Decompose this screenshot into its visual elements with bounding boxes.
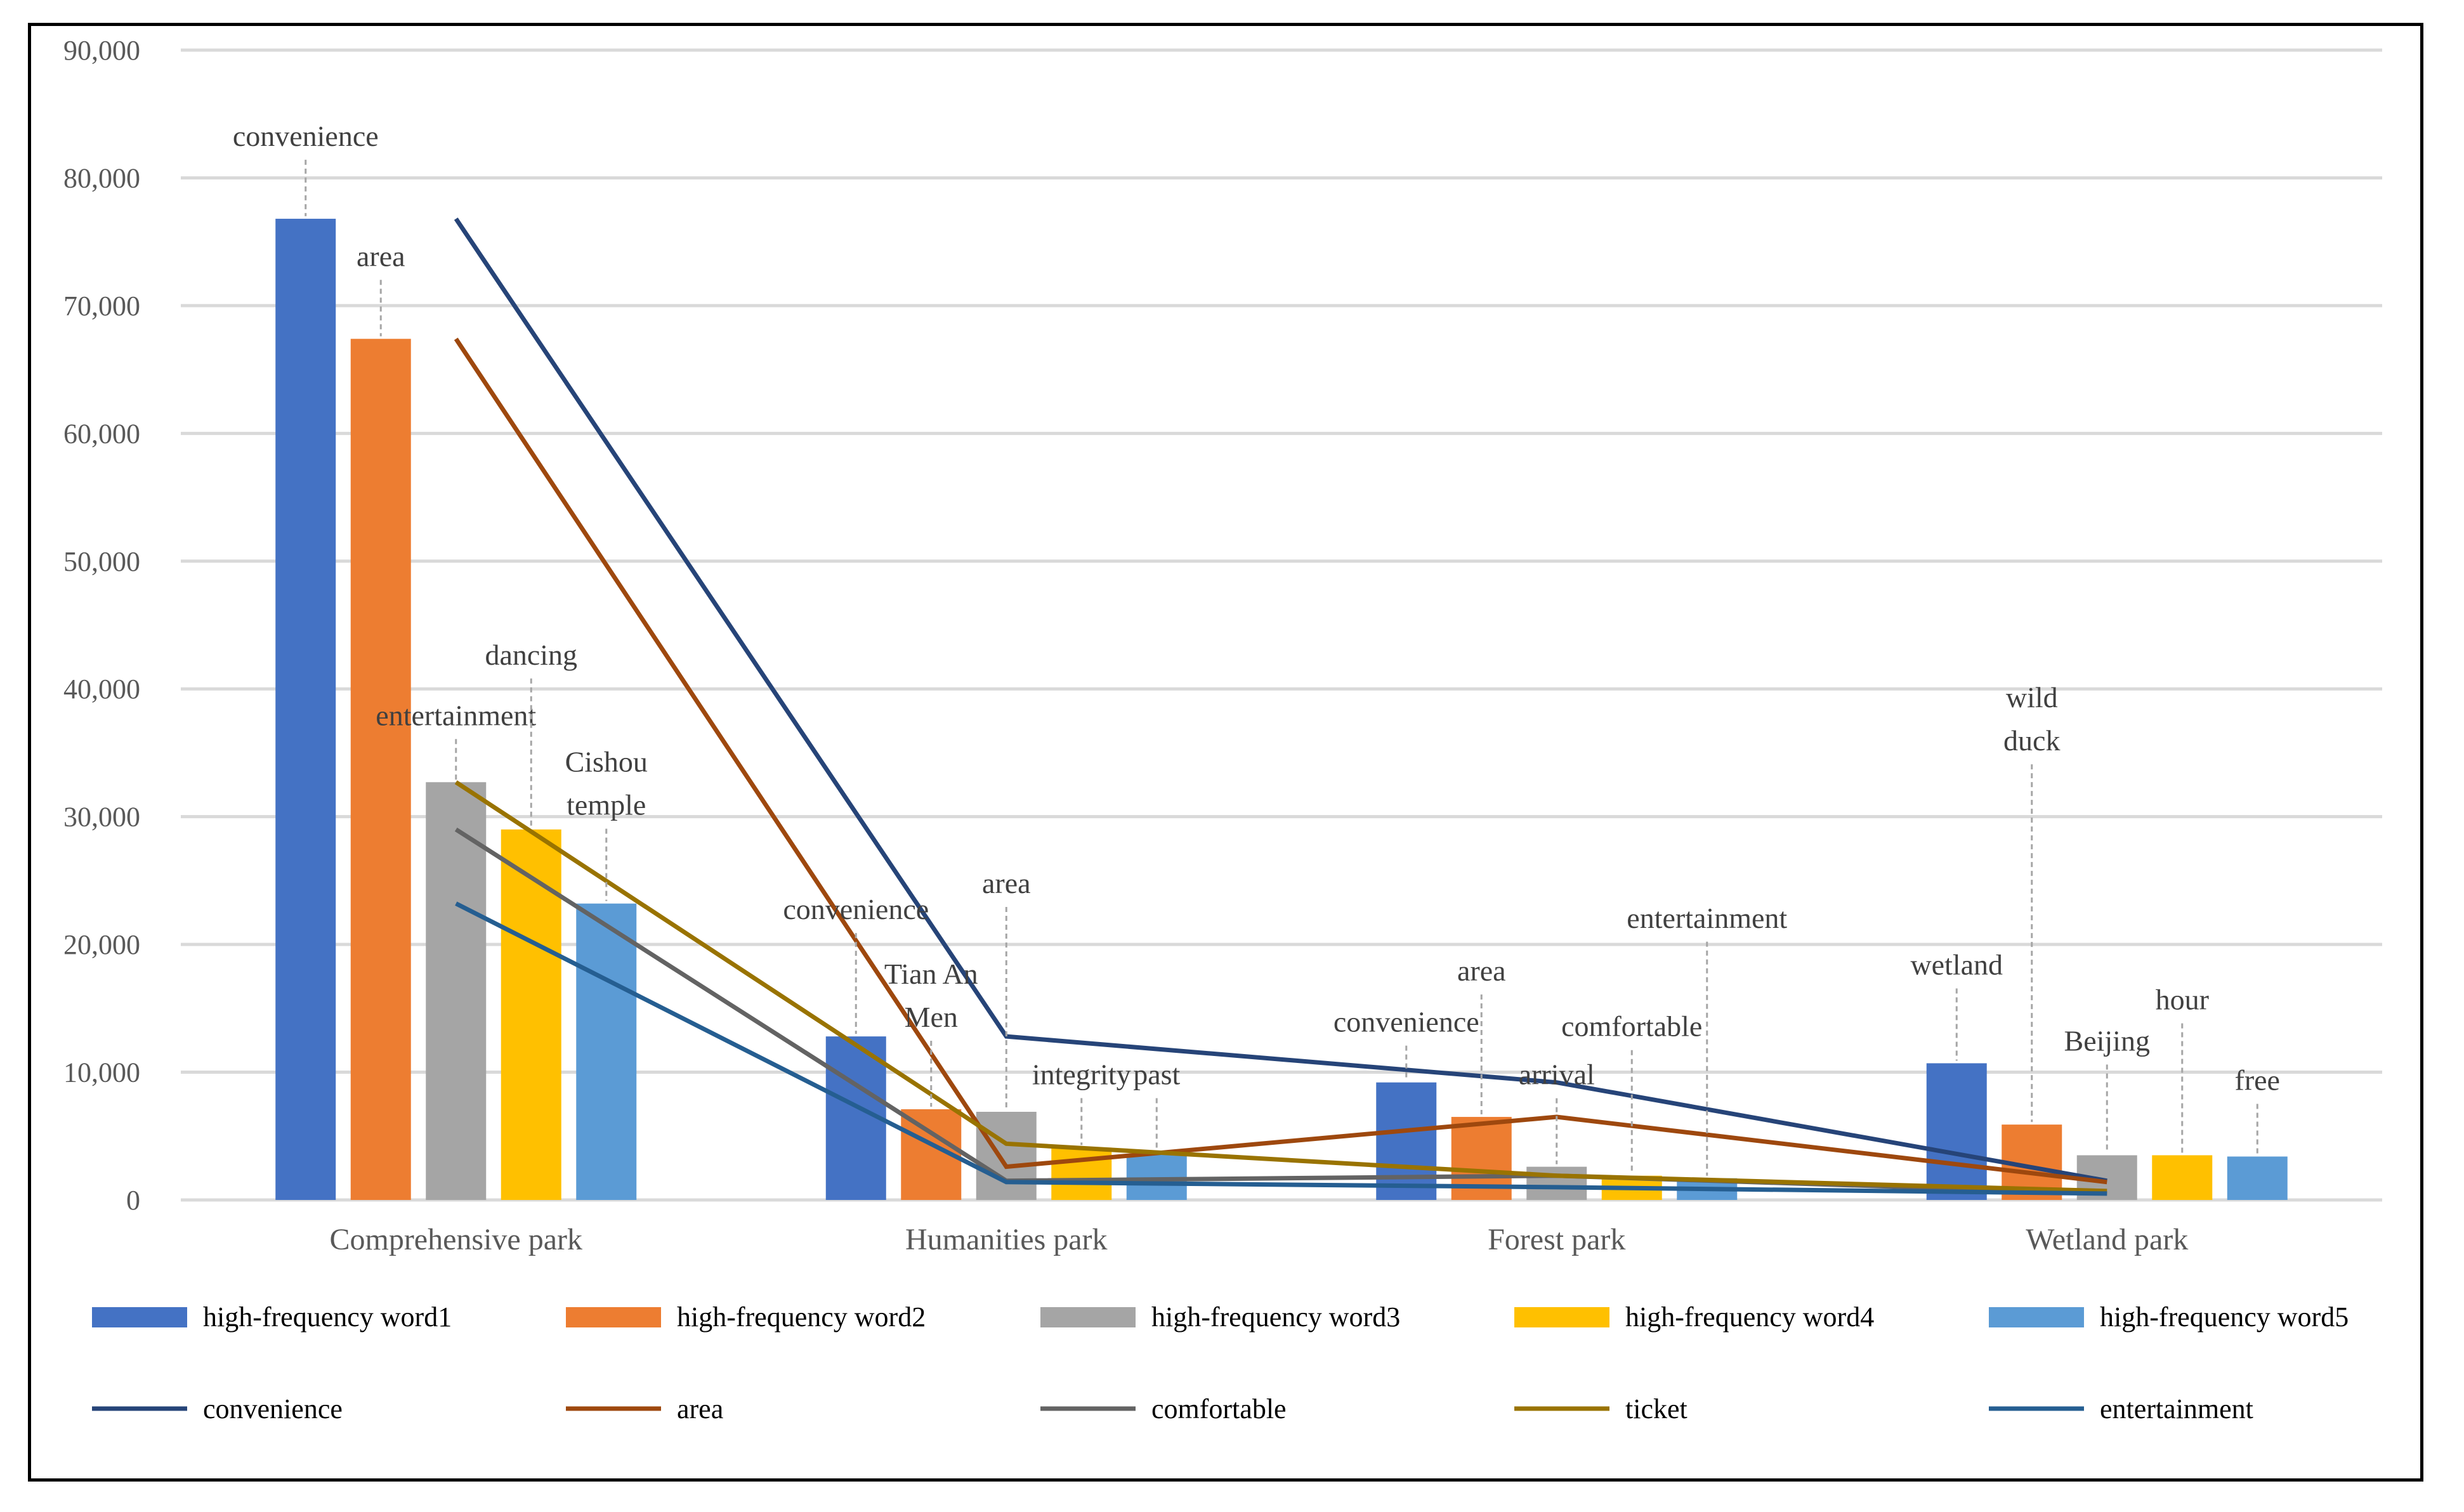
data-label: convenience	[783, 893, 929, 925]
data-label: convenience	[1334, 1006, 1479, 1038]
legend-swatch-bar	[1514, 1307, 1609, 1327]
legend-label: comfortable	[1151, 1393, 1287, 1424]
legend-label: high-frequency word2	[677, 1301, 926, 1333]
data-label: comfortable	[1561, 1010, 1702, 1043]
data-label: wild duck	[2003, 681, 2060, 757]
line-area	[454, 337, 2107, 1185]
legend-label: high-frequency word4	[1625, 1301, 1874, 1333]
data-label: convenience	[233, 120, 379, 152]
y-tick-label: 90,000	[63, 35, 140, 66]
legend-label: convenience	[203, 1393, 343, 1424]
x-category-label: Comprehensive park	[329, 1223, 582, 1256]
data-label: area	[982, 867, 1031, 899]
data-label: free	[2235, 1064, 2280, 1097]
data-label: entertainment	[376, 699, 536, 731]
bar-5-humanities-park	[1126, 1154, 1187, 1200]
chart-svg: 0 10,000 20,000 30,000 40,000 50,000 60,000 70,…	[63, 35, 2382, 1424]
bar-4-comprehensive-park	[501, 829, 561, 1200]
legend-label: high-frequency word1	[203, 1301, 452, 1333]
y-tick-label: 20,000	[63, 929, 140, 960]
y-tick-label: 0	[126, 1185, 140, 1216]
legend-label: high-frequency word3	[1151, 1301, 1400, 1333]
bar-layer	[275, 218, 2288, 1200]
y-tick-label: 70,000	[63, 290, 140, 322]
bar-1-forest-park	[1376, 1082, 1437, 1200]
line-entertainment	[455, 901, 2107, 1196]
bar-1-wetland-park	[1926, 1063, 1987, 1200]
x-axis: Comprehensive park Humanities park Forest …	[329, 1223, 2188, 1256]
legend-label: high-frequency word5	[2100, 1301, 2349, 1333]
data-label: wetland	[1910, 948, 2003, 981]
y-tick-label: 30,000	[63, 802, 140, 833]
bar-2-comprehensive-park	[350, 339, 411, 1200]
bar-3-comprehensive-park	[426, 782, 487, 1200]
y-tick-label: 10,000	[63, 1057, 140, 1088]
x-category-label: Forest park	[1488, 1223, 1625, 1256]
data-label-layer: convenience convenience convenience wetland…	[233, 120, 2280, 1176]
line-layer	[454, 217, 2107, 1196]
legend-label: area	[677, 1393, 723, 1424]
bar-1-comprehensive-park	[275, 218, 336, 1200]
line-ticket	[454, 780, 2107, 1194]
data-label: Beijing	[2064, 1024, 2150, 1057]
data-label: Tian An Men	[884, 958, 978, 1033]
legend-swatch-bar	[566, 1307, 661, 1327]
line-comfortable	[454, 827, 2107, 1196]
legend-label: entertainment	[2100, 1393, 2253, 1424]
data-label: integrity	[1032, 1058, 1131, 1090]
legend-swatch-bar	[1989, 1307, 2084, 1327]
chart-frame: 0 10,000 20,000 30,000 40,000 50,000 60,000 70,…	[28, 23, 2423, 1482]
bar-4-humanities-park	[1051, 1147, 1112, 1200]
x-category-label: Wetland park	[2026, 1223, 2188, 1256]
y-tick-label: 80,000	[63, 162, 140, 193]
data-label: Cishou temple	[565, 746, 648, 821]
x-category-label: Humanities park	[905, 1223, 1108, 1256]
data-label: past	[1133, 1058, 1180, 1090]
legend-swatch-bar	[1040, 1307, 1136, 1327]
y-tick-label: 40,000	[63, 674, 140, 705]
bar-5-wetland-park	[2227, 1156, 2288, 1200]
bar-3-humanities-park	[976, 1112, 1037, 1200]
data-label: hour	[2156, 983, 2209, 1015]
legend: high-frequency word1 high-frequency word2…	[92, 1301, 2349, 1424]
y-tick-label: 50,000	[63, 546, 140, 577]
data-label: area	[357, 240, 405, 272]
bar-5-comprehensive-park	[576, 903, 637, 1200]
legend-label: ticket	[1625, 1393, 1687, 1424]
y-tick-label: 60,000	[63, 418, 140, 449]
data-label: dancing	[485, 639, 577, 671]
line-convenience	[454, 217, 2107, 1183]
data-label: entertainment	[1627, 902, 1787, 934]
bar-4-wetland-park	[2152, 1155, 2213, 1200]
legend-swatch-bar	[92, 1307, 187, 1327]
bar-3-forest-park	[1526, 1166, 1587, 1200]
y-axis: 0 10,000 20,000 30,000 40,000 50,000 60,000 70,…	[63, 35, 140, 1216]
data-label: area	[1457, 955, 1506, 987]
data-label: arrival	[1519, 1059, 1595, 1091]
